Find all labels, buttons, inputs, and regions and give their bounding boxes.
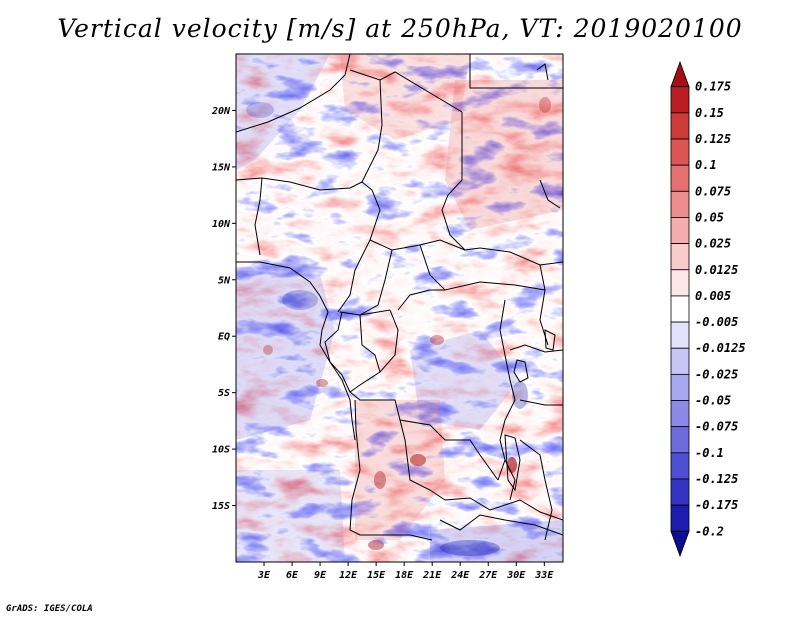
chart-title: Vertical velocity [m/s] at 250hPa, VT: 2… bbox=[57, 14, 743, 43]
colorbar-label: 0.0125 bbox=[695, 263, 738, 277]
lat-tick-label: 10N bbox=[212, 219, 231, 230]
colorbar-label: 0.1 bbox=[695, 158, 717, 172]
software-credit: GrADS: IGES/COLA bbox=[6, 604, 93, 614]
colorbar-label: -0.005 bbox=[695, 315, 738, 329]
colorbar-label: 0.05 bbox=[695, 210, 724, 224]
country-borders bbox=[236, 54, 563, 541]
colorbar-label: 0.005 bbox=[695, 289, 731, 303]
colorbar-label: -0.2 bbox=[695, 524, 724, 538]
colorbar-segment bbox=[670, 217, 690, 245]
colorbar-label: -0.175 bbox=[695, 498, 738, 512]
colorbar-label: -0.075 bbox=[695, 420, 738, 434]
colorbar-segment bbox=[670, 138, 690, 166]
colorbar-label: 0.15 bbox=[695, 106, 724, 120]
colorbar-segment bbox=[670, 321, 690, 349]
colorbar-segment bbox=[670, 112, 690, 140]
latitude-axis: 20N 15N 10N 5N EQ 5S 10S 15S bbox=[211, 106, 236, 512]
colorbar-label: 0.075 bbox=[695, 184, 731, 198]
colorbar-label: -0.0125 bbox=[695, 341, 746, 355]
colorbar-segment bbox=[670, 295, 690, 323]
lat-tick-label: 20N bbox=[211, 106, 231, 117]
colorbar-segment bbox=[670, 478, 690, 506]
colorbar-segment bbox=[670, 347, 690, 375]
map-frame bbox=[235, 53, 564, 563]
lon-tick-label: 27E bbox=[478, 570, 498, 581]
colorbar-bottom-arrow bbox=[670, 530, 690, 558]
colorbar: 0.175 0.15 0.125 0.1 0.075 0.05 0.025 0.0125 0.0… bbox=[670, 60, 746, 558]
lat-tick-label: 5N bbox=[218, 275, 231, 286]
longitude-axis: 3E 6E 9E 12E 15E 18E 21E 24E 27E 30E 33E bbox=[257, 562, 554, 581]
colorbar-segment bbox=[670, 400, 690, 428]
colorbar-label: -0.125 bbox=[695, 472, 738, 486]
colorbar-label: -0.1 bbox=[695, 446, 724, 460]
lat-tick-label: 5S bbox=[218, 388, 230, 399]
colorbar-segment bbox=[670, 164, 690, 192]
colorbar-segment bbox=[670, 504, 690, 532]
lon-tick-label: 18E bbox=[395, 570, 414, 581]
lat-tick-label: 15S bbox=[212, 501, 230, 512]
lat-tick-label: 10S bbox=[212, 445, 230, 456]
lon-tick-label: 12E bbox=[339, 570, 358, 581]
lon-tick-label: 33E bbox=[534, 570, 554, 581]
lon-tick-label: 6E bbox=[286, 570, 299, 581]
lat-tick-label: 15N bbox=[212, 162, 231, 173]
colorbar-label: -0.025 bbox=[695, 367, 738, 381]
lon-tick-label: 21E bbox=[422, 570, 442, 581]
colorbar-label: 0.175 bbox=[695, 80, 731, 94]
colorbar-segment bbox=[670, 426, 690, 454]
colorbar-segment bbox=[670, 86, 690, 114]
colorbar-label: 0.125 bbox=[695, 132, 731, 146]
lon-tick-label: 15E bbox=[367, 570, 386, 581]
lon-tick-label: 24E bbox=[450, 570, 470, 581]
lon-tick-label: 30E bbox=[506, 570, 526, 581]
lon-tick-label: 9E bbox=[314, 570, 327, 581]
lat-tick-label: EQ bbox=[218, 332, 230, 343]
colorbar-segment bbox=[670, 373, 690, 401]
colorbar-segment bbox=[670, 190, 690, 218]
lon-tick-label: 3E bbox=[257, 570, 271, 581]
colorbar-label: 0.025 bbox=[695, 237, 731, 251]
colorbar-segment bbox=[670, 452, 690, 480]
colorbar-top-arrow bbox=[670, 60, 690, 88]
colorbar-label: -0.05 bbox=[695, 394, 731, 408]
colorbar-segment bbox=[670, 243, 690, 271]
colorbar-segment bbox=[670, 269, 690, 297]
